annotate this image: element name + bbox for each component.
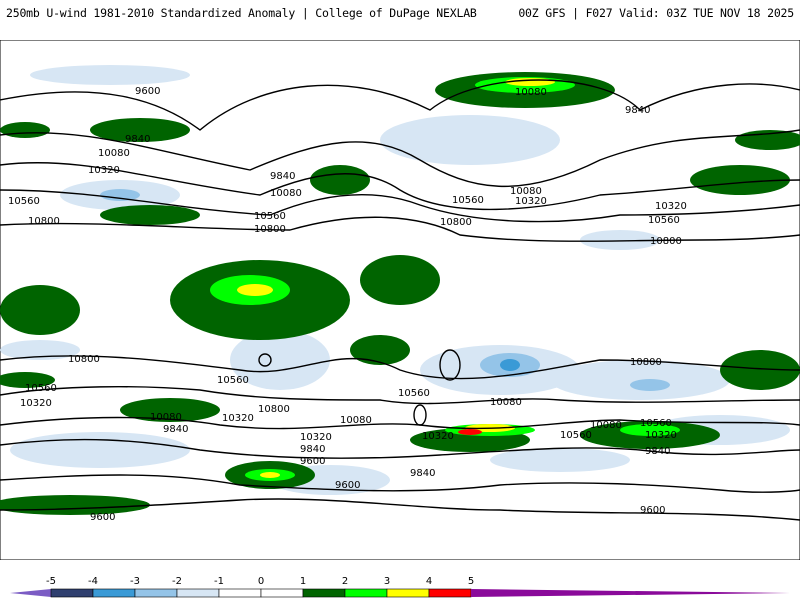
contour-label: 9600	[90, 512, 115, 523]
colorbar-tick-label: 2	[342, 576, 348, 587]
contour-label: 10560	[640, 418, 672, 429]
contour-label: 10320	[300, 432, 332, 443]
contour-label: 9600	[640, 505, 665, 516]
colorbar-over-arrow	[471, 589, 790, 597]
contour-label: 10320	[88, 165, 120, 176]
contour-label: 10560	[254, 211, 286, 222]
contour-label: 9840	[625, 105, 650, 116]
contour-label: 10320	[515, 196, 547, 207]
contour-label: 10080	[150, 412, 182, 423]
colorbar-swatch	[218, 588, 262, 598]
contour-label: 10080	[510, 186, 542, 197]
map-title: 250mb U-wind 1981-2010 Standardized Anom…	[6, 6, 477, 20]
colorbar-swatch	[260, 588, 304, 598]
colorbar-swatch	[92, 588, 136, 598]
colorbar-under-arrow	[10, 589, 51, 597]
contour-label: 10080	[515, 87, 547, 98]
colorbar-tick-label: -4	[88, 576, 98, 587]
colorbar-swatch	[302, 588, 346, 598]
colorbar-tick-label: 3	[384, 576, 390, 587]
contour-label: 9840	[300, 444, 325, 455]
contour-label: 9600	[335, 480, 360, 491]
contour-label: 10080	[270, 188, 302, 199]
contour-label: 9840	[163, 424, 188, 435]
contour-label: 10560	[452, 195, 484, 206]
colorbar-tick-label: 0	[258, 576, 264, 587]
contour-label: 9840	[270, 171, 295, 182]
colorbar-swatch	[386, 588, 430, 598]
colorbar-tick-label: -1	[214, 576, 224, 587]
contour-label: 10560	[25, 383, 57, 394]
colorbar-swatch	[428, 588, 472, 598]
contour-label: 10800	[650, 236, 682, 247]
colorbar-swatch	[134, 588, 178, 598]
negative-anomaly-core	[500, 359, 520, 371]
colorbar-tick-label: -5	[46, 576, 56, 587]
contour-labels: 9600 10080 9840 10080 10320 10560 10800 …	[8, 86, 687, 523]
contour-label: 10320	[422, 431, 454, 442]
colorbar: -5 -4 -3 -2 -1 0 1 2 3 4 5	[10, 576, 790, 598]
contour-label: 10800	[440, 217, 472, 228]
contour-label: 10320	[655, 201, 687, 212]
contour-label: 10080	[98, 148, 130, 159]
contour-label: 10080	[490, 397, 522, 408]
contour-label: 10800	[68, 354, 100, 365]
contour-label: 9840	[645, 446, 670, 457]
colorbar-tick-label: 4	[426, 576, 432, 587]
weather-map: 9600 10080 9840 10080 10320 10560 10800 …	[0, 40, 800, 560]
contour-label: 10560	[217, 375, 249, 386]
contour-label: 9840	[410, 468, 435, 479]
contour-label: 9600	[300, 456, 325, 467]
contour-label: 10320	[20, 398, 52, 409]
positive-anomaly-core	[458, 429, 482, 435]
colorbar-tick-label: 1	[300, 576, 306, 587]
colorbar-tick-label: -3	[130, 576, 140, 587]
contour-label: 10800	[254, 224, 286, 235]
valid-time: 00Z GFS | F027 Valid: 03Z TUE NOV 18 202…	[518, 6, 794, 20]
contour-label: 10560	[398, 388, 430, 399]
colorbar-tick-label: -2	[172, 576, 182, 587]
contour-label: 10800	[28, 216, 60, 227]
contour-label: 10800	[258, 404, 290, 415]
colorbar-swatch	[176, 588, 220, 598]
contour-label: 9840	[125, 134, 150, 145]
contour-label: 10800	[630, 357, 662, 368]
contour-label: 10320	[222, 413, 254, 424]
contour-label: 10080	[590, 420, 622, 431]
contour-label: 10080	[340, 415, 372, 426]
contour-label: 10560	[648, 215, 680, 226]
contour-label: 9600	[135, 86, 160, 97]
colorbar-swatch	[50, 588, 94, 598]
height-contours	[0, 79, 800, 521]
colorbar-swatch	[344, 588, 388, 598]
contour-label: 10320	[645, 430, 677, 441]
colorbar-tick-label: 5	[468, 576, 474, 587]
contour-label: 10560	[560, 430, 592, 441]
contour-label: 10560	[8, 196, 40, 207]
